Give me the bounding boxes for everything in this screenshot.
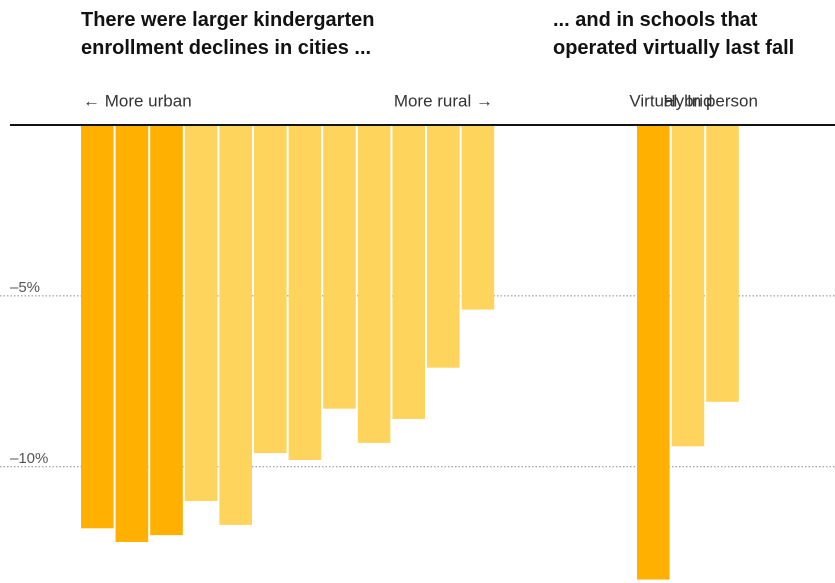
bar [254,125,287,454]
annotation: ← More urban [83,91,192,110]
bar [150,125,183,536]
bar [427,125,460,368]
category-label: Virtual [629,91,677,110]
bar [81,125,114,529]
bar [706,125,739,402]
category-label: Hybrid [663,91,712,110]
bar [219,125,252,525]
right-title: ... and in schools that operated virtual… [553,9,795,59]
bar [184,125,218,501]
bar [115,125,149,542]
left-title: There were larger kindergarten enrollmen… [81,9,375,59]
bar [288,125,322,460]
category-label: In person [687,91,758,110]
bar [637,125,670,580]
y-tick-label: –5% [10,279,40,296]
bar [357,125,391,443]
bar [392,125,425,419]
bar [323,125,356,409]
bar [461,125,495,310]
bar [671,125,705,447]
annotation: More rural → [394,91,493,110]
y-tick-label: –10% [10,450,48,467]
